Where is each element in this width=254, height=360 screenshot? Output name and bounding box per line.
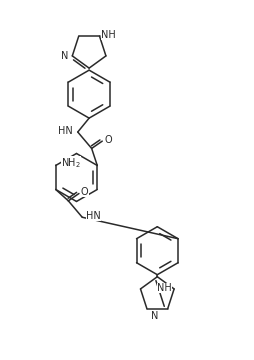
Text: N: N — [151, 311, 158, 321]
Text: N: N — [61, 51, 69, 61]
Text: HN: HN — [86, 211, 101, 221]
Text: NH$_2$: NH$_2$ — [61, 156, 81, 170]
Text: HN: HN — [58, 126, 73, 136]
Text: NH: NH — [157, 283, 172, 293]
Text: O: O — [81, 187, 89, 197]
Text: NH: NH — [101, 30, 116, 40]
Text: O: O — [104, 135, 112, 145]
